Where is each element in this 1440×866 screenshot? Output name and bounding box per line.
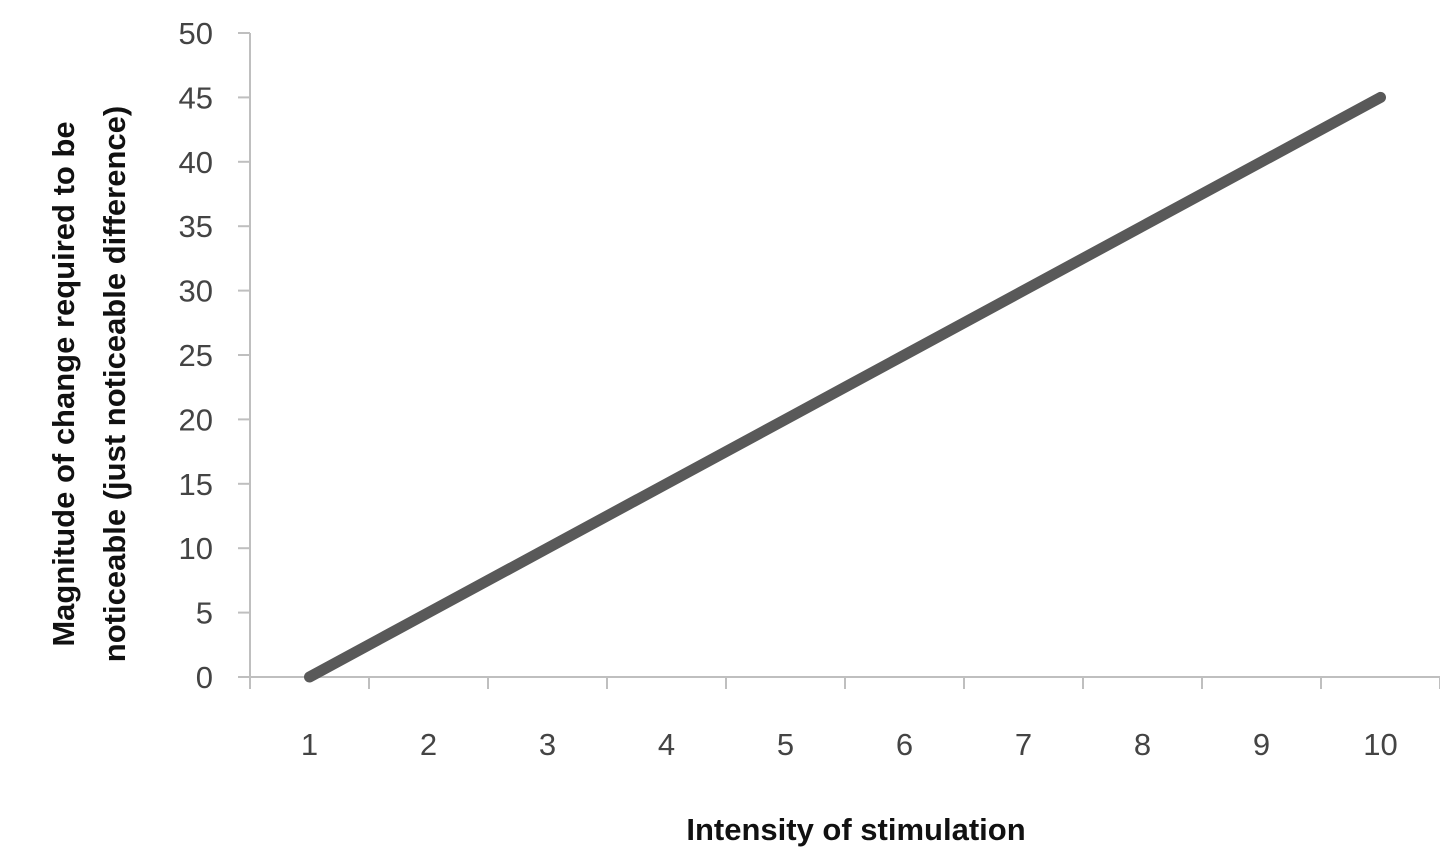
series-line <box>304 91 1386 683</box>
x-axis-title: Intensity of stimulation <box>686 812 1025 847</box>
x-tick-label: 2 <box>420 727 437 762</box>
x-tick-label: 3 <box>539 727 556 762</box>
x-tick-label: 1 <box>301 727 318 762</box>
x-tick-label: 5 <box>777 727 794 762</box>
x-ticks: 1 2 3 4 5 6 7 8 9 10 <box>249 677 1440 762</box>
x-tick-label: 7 <box>1015 727 1032 762</box>
y-tick-label: 30 <box>179 274 213 309</box>
x-tick-label: 4 <box>658 727 675 762</box>
y-tick-label: 45 <box>179 80 213 115</box>
y-axis: 0 5 10 15 20 25 30 35 40 45 50 <box>179 16 251 695</box>
series-group <box>304 91 1386 683</box>
x-tick-label: 9 <box>1253 727 1270 762</box>
y-tick-label: 20 <box>179 402 213 437</box>
y-axis-title: Magnitude of change required to be notic… <box>46 106 132 662</box>
y-tick-label: 25 <box>179 338 213 373</box>
y-tick-label: 40 <box>179 145 213 180</box>
y-tick-label: 35 <box>179 209 213 244</box>
y-tick-label: 5 <box>196 596 213 631</box>
x-tick-label: 8 <box>1134 727 1151 762</box>
y-axis-title-line-1: Magnitude of change required to be <box>46 121 81 646</box>
x-axis: 1 2 3 4 5 6 7 8 9 10 <box>249 676 1440 762</box>
x-tick-label: 10 <box>1363 727 1397 762</box>
y-tick-label: 0 <box>196 660 213 695</box>
y-axis-title-line-2: noticeable (just noticeable difference) <box>97 106 132 662</box>
y-ticks: 0 5 10 15 20 25 30 35 40 45 50 <box>179 16 250 695</box>
y-tick-label: 50 <box>179 16 213 51</box>
y-tick-label: 15 <box>179 467 213 502</box>
y-tick-label: 10 <box>179 531 213 566</box>
x-tick-label: 6 <box>896 727 913 762</box>
